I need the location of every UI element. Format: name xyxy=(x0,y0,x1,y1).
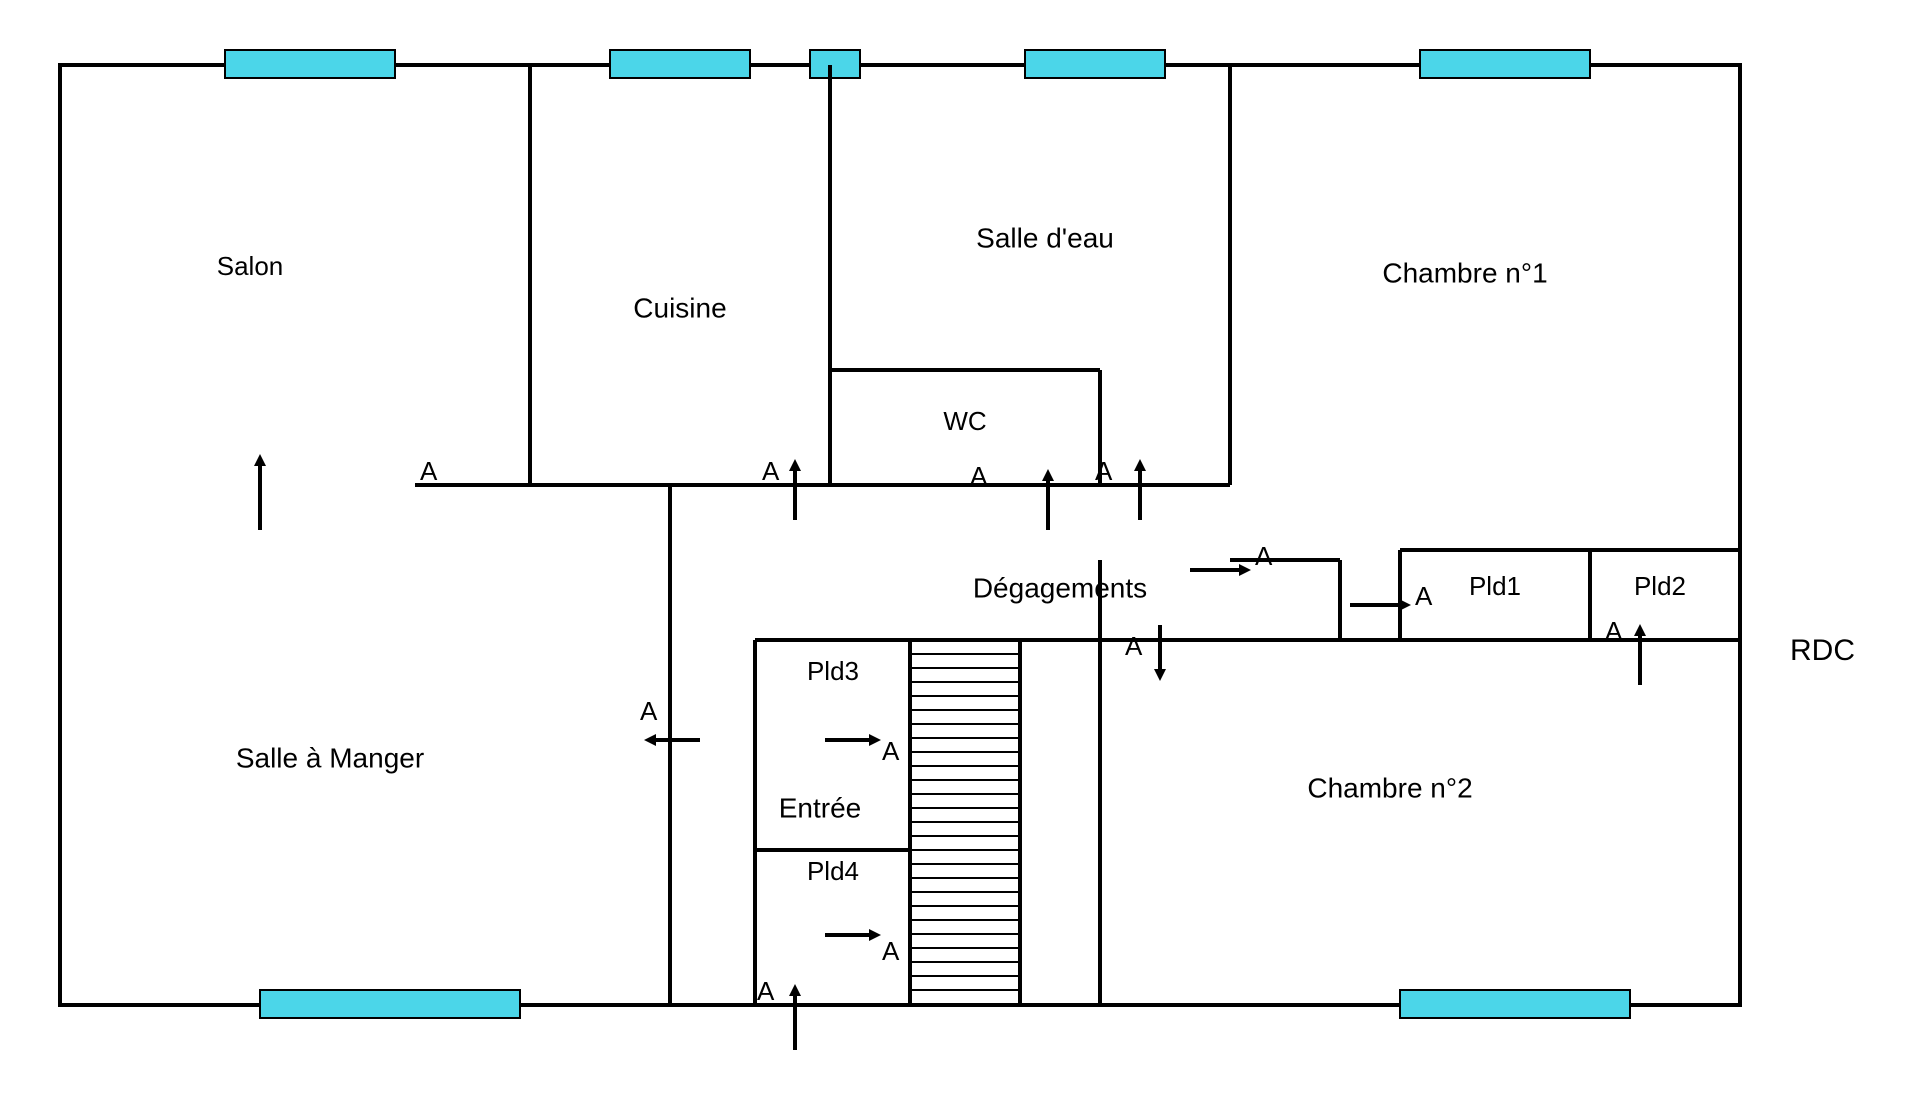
window-w-top-3 xyxy=(810,50,860,78)
room-labels: Salon Cuisine Salle d'eau Chambre n°1 WC Déga… xyxy=(217,222,1686,886)
arrow-label-ar-pld2: A xyxy=(1605,616,1623,646)
room-label-salle-eau: Salle d'eau xyxy=(976,222,1114,253)
arrow-label-ar-sm-left: A xyxy=(640,696,658,726)
room-label-pld3: Pld3 xyxy=(807,656,859,686)
room-label-salle-manger: Salle à Manger xyxy=(236,742,424,773)
windows-group xyxy=(225,50,1630,1018)
window-w-top-2 xyxy=(610,50,750,78)
floor-label: RDC xyxy=(1790,634,1855,667)
room-label-pld4: Pld4 xyxy=(807,856,859,886)
window-w-top-5 xyxy=(1420,50,1590,78)
stair-hatch xyxy=(910,640,1020,1005)
room-label-chambre1: Chambre n°1 xyxy=(1382,257,1547,288)
floor-plan: Salon Cuisine Salle d'eau Chambre n°1 WC Déga… xyxy=(0,0,1920,1108)
outer-wall xyxy=(60,65,1740,1005)
room-label-salon: Salon xyxy=(217,251,284,281)
window-w-top-1 xyxy=(225,50,395,78)
arrow-label-ar-cuisine: A xyxy=(762,456,780,486)
window-w-bot-2 xyxy=(1400,990,1630,1018)
window-w-bot-1 xyxy=(260,990,520,1018)
arrow-label-ar-deg-right: A xyxy=(1255,541,1273,571)
room-label-chambre2: Chambre n°2 xyxy=(1307,772,1472,803)
room-label-wc: WC xyxy=(943,406,986,436)
room-label-degagements: Dégagements xyxy=(973,572,1147,603)
arrow-label-ar-entree-up: A xyxy=(757,976,775,1006)
room-label-entree: Entrée xyxy=(779,792,862,823)
interior-walls xyxy=(415,65,1740,1005)
arrow-label-ar-pld1: A xyxy=(1415,581,1433,611)
room-label-cuisine: Cuisine xyxy=(633,292,726,323)
window-w-top-4 xyxy=(1025,50,1165,78)
room-label-pld1: Pld1 xyxy=(1469,571,1521,601)
arrow-label-ar-a1: A xyxy=(420,456,438,486)
arrow-label-ar-se: A xyxy=(1095,456,1113,486)
arrow-label-ar-pld3-right: A xyxy=(882,736,900,766)
room-label-pld2: Pld2 xyxy=(1634,571,1686,601)
arrow-label-ar-deg-down: A xyxy=(1125,631,1143,661)
arrow-label-ar-wc: A xyxy=(970,461,988,491)
arrow-label-ar-pld4-right: A xyxy=(882,936,900,966)
